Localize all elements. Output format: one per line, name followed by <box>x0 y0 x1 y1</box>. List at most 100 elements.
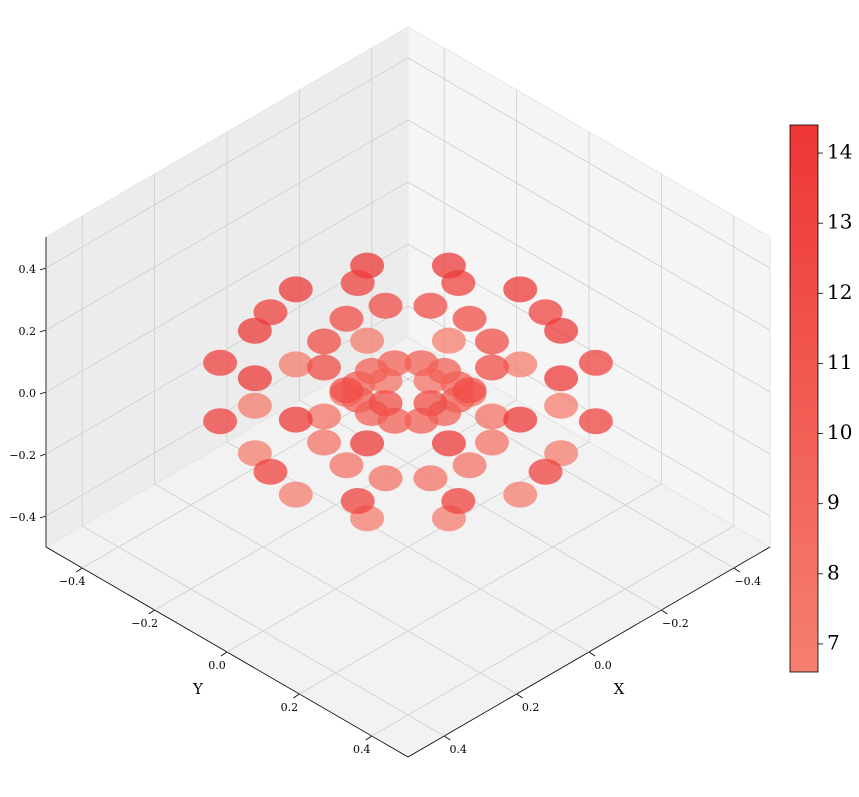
y-tick-label: −0.4 <box>59 575 86 588</box>
tick-mark <box>443 735 451 741</box>
point <box>278 481 313 508</box>
colorbar-tick-label: 11 <box>827 350 852 374</box>
point <box>307 328 342 355</box>
tick-mark <box>733 567 741 573</box>
plot-area <box>203 252 613 532</box>
z-tick-label: −0.4 <box>9 511 36 524</box>
point <box>431 430 466 457</box>
point <box>203 349 238 376</box>
point <box>307 354 342 381</box>
colorbar: 7 8 9 10 11 12 13 14 <box>789 124 852 673</box>
colorbar-tick-label: 9 <box>827 490 840 514</box>
point <box>340 487 375 514</box>
grid-line <box>45 119 409 331</box>
grid-line <box>226 441 590 653</box>
colorbar-tick-label: 13 <box>827 210 852 234</box>
point <box>503 406 538 433</box>
colorbar-tick-label: 10 <box>827 420 852 444</box>
point <box>329 305 364 332</box>
point <box>452 377 487 404</box>
x-tick-label: 0.2 <box>522 701 540 714</box>
grid-line <box>371 525 735 737</box>
tick-mark <box>39 391 47 395</box>
point <box>441 487 476 514</box>
y-tick-label: 0.2 <box>281 701 299 714</box>
point <box>237 440 272 467</box>
point <box>544 440 579 467</box>
colorbar-tick-label: 12 <box>827 280 852 304</box>
point <box>452 452 487 479</box>
point <box>503 276 538 303</box>
x-tick-label: 0.4 <box>449 743 467 756</box>
point <box>350 252 385 279</box>
grid-line <box>407 119 771 331</box>
tick-mark <box>516 693 523 699</box>
tick-mark <box>365 735 373 741</box>
x-tick-label: 0.0 <box>594 659 612 672</box>
colorbar-tick-label: 14 <box>827 140 852 164</box>
x-tick-label: −0.4 <box>734 575 761 588</box>
tick-mark <box>220 651 228 657</box>
point <box>431 327 466 354</box>
tick-mark <box>75 567 83 573</box>
colorbar-tick-label: 8 <box>827 560 840 584</box>
tick-mark <box>588 651 596 657</box>
point <box>413 465 448 492</box>
point <box>329 452 364 479</box>
x-tick-label: −0.2 <box>662 617 689 630</box>
point <box>253 458 288 485</box>
point <box>544 392 579 419</box>
point <box>503 351 538 378</box>
grid-line <box>407 181 771 393</box>
tick-mark <box>293 693 300 699</box>
point <box>474 328 509 355</box>
colorbar-fill <box>789 124 819 673</box>
point <box>544 317 579 344</box>
point <box>368 292 403 319</box>
axes-panes: −0.4 −0.2 0.0 0.2 0.4 −0.4 −0.2 0.0 0.2 0.4 −0.4 −0… <box>9 26 771 758</box>
point <box>237 392 272 419</box>
point <box>544 365 579 392</box>
tick-mark <box>661 609 668 615</box>
tick-mark <box>39 267 47 271</box>
tick-mark <box>148 609 155 615</box>
grid-line <box>45 57 409 269</box>
point <box>253 299 288 326</box>
colorbar-tick-label: 7 <box>827 630 840 654</box>
point <box>329 377 364 404</box>
point <box>452 305 487 332</box>
point <box>528 299 563 326</box>
z-tick-label: 0.0 <box>19 387 37 400</box>
point <box>528 458 563 485</box>
tick-mark <box>39 453 47 457</box>
point <box>278 406 313 433</box>
point <box>413 390 448 417</box>
grid-line <box>407 57 771 269</box>
z-tick-label: −0.2 <box>9 449 36 462</box>
grid-line <box>299 483 662 695</box>
point <box>278 351 313 378</box>
point <box>237 317 272 344</box>
y-tick-label: −0.2 <box>131 617 158 630</box>
z-tick-label: 0.4 <box>19 263 37 276</box>
point <box>474 354 509 381</box>
point <box>474 403 509 430</box>
point <box>350 430 385 457</box>
point <box>578 408 613 435</box>
point <box>307 429 342 456</box>
point <box>278 276 313 303</box>
point <box>350 327 385 354</box>
tick-mark <box>39 515 47 519</box>
point <box>578 349 613 376</box>
point <box>474 429 509 456</box>
y-tick-label: 0.0 <box>208 659 226 672</box>
point <box>203 408 238 435</box>
tick-mark <box>39 329 47 333</box>
point <box>368 390 403 417</box>
point <box>431 252 466 279</box>
point <box>413 292 448 319</box>
z-tick-label: 0.2 <box>19 325 37 338</box>
y-axis-label: Y <box>192 680 204 698</box>
point <box>368 465 403 492</box>
